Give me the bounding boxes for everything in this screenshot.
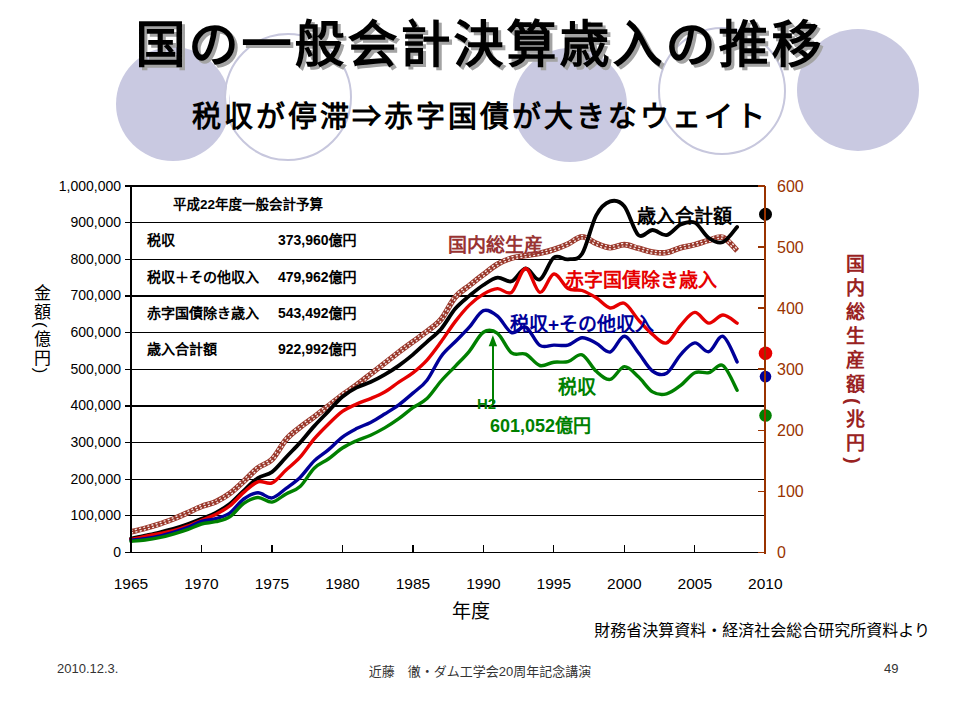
budget-row-value: 479,962億円	[278, 269, 357, 285]
annotation-value: 601,052億円	[490, 415, 591, 436]
right-axis-tick-label: 0	[777, 544, 786, 561]
right-axis-tick-label: 600	[777, 178, 804, 195]
annotation-arrow-head	[489, 335, 497, 346]
x-axis-tick-label: 1985	[396, 575, 430, 592]
budget-row-label: 赤字国債除き歳入	[147, 305, 259, 321]
series-label: 税収	[558, 376, 597, 398]
x-axis-tick-label: 2010	[748, 575, 783, 592]
right-axis-tick-label: 500	[777, 239, 804, 256]
left-axis-tick-label: 0	[113, 544, 121, 560]
left-axis-tick-label: 800,000	[70, 251, 121, 267]
left-axis-tick-label: 200,000	[70, 471, 121, 487]
left-axis-tick-label: 100,000	[70, 507, 121, 523]
series-label: 歳入合計額	[637, 205, 732, 227]
footer-page-number: 49	[884, 661, 898, 676]
left-axis-tick-label: 600,000	[70, 324, 121, 340]
x-axis-tick-label: 1990	[466, 575, 501, 592]
budget-row-value: 373,960億円	[278, 232, 357, 248]
slide: 国の一般会計決算歳入の推移 税収が停滞⇒赤字国債が大きなウェイト 0100,00…	[0, 0, 960, 720]
series-label: 国内総生産	[448, 234, 543, 256]
left-axis-tick-label: 300,000	[70, 434, 121, 450]
x-axis-tick-label: 1975	[255, 575, 289, 592]
left-axis-tick-label: 500,000	[70, 361, 121, 377]
footer-title: 近藤 徹・ダム工学会20周年記念講演	[0, 661, 960, 680]
source-note: 財務省決算資料・経済社会総合研究所資料より	[594, 617, 930, 641]
x-axis-tick-label: 1970	[184, 575, 219, 592]
x-axis-tick-label: 2005	[678, 575, 712, 592]
left-axis-tick-label: 1,000,000	[59, 178, 121, 194]
x-axis-tick-label: 1965	[114, 575, 148, 592]
series-label: 赤字国債除き歳入	[565, 269, 717, 291]
series-label: 税収+その他収入	[510, 313, 654, 335]
right-axis-tick-label: 200	[777, 422, 804, 439]
x-axis-title: 年度	[452, 601, 490, 622]
y-axis-label-left: 金額(億円)	[28, 284, 53, 375]
x-axis-tick-label: 2000	[607, 575, 642, 592]
right-axis-tick-label: 300	[777, 361, 804, 378]
left-axis-tick-label: 700,000	[70, 287, 121, 303]
left-axis-tick-label: 400,000	[70, 397, 121, 413]
series-line	[131, 310, 737, 540]
budget-row-label: 歳入合計額	[147, 341, 217, 357]
x-axis-tick-label: 1980	[325, 575, 360, 592]
right-axis-tick-label: 100	[777, 483, 804, 500]
x-axis-tick-label: 1995	[537, 575, 571, 592]
budget-row-label: 税収	[147, 232, 176, 248]
budget-box-header: 平成22年度一般会計予算	[173, 196, 324, 212]
right-axis-tick-label: 400	[777, 300, 804, 317]
budget-row-value: 543,492億円	[278, 305, 357, 321]
revenue-chart: 0 100,000 200,000 300,000 400,000 500,000 600,…	[0, 0, 960, 720]
y-axis-label-right: 国内総生産額(兆円)	[840, 254, 867, 469]
left-axis-tick-label: 900,000	[70, 214, 121, 230]
budget-row-label: 税収＋その他収入	[147, 269, 259, 285]
budget-row-value: 922,992億円	[278, 341, 357, 357]
